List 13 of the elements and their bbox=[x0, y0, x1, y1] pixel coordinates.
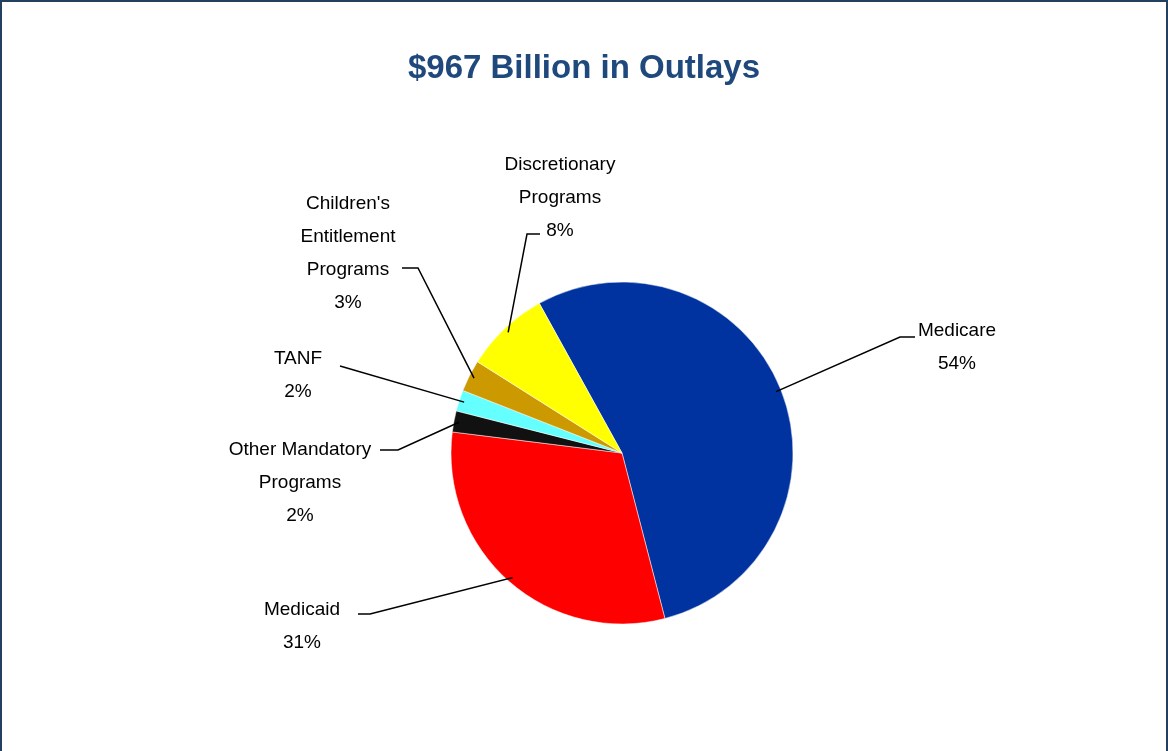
slice-label: Children's Entitlement Programs bbox=[300, 192, 397, 279]
data-label: 2% bbox=[284, 380, 312, 401]
chart-title: $967 Billion in Outlays bbox=[407, 48, 761, 85]
data-label: 2% bbox=[286, 504, 314, 525]
data-label: 3% bbox=[334, 291, 362, 312]
slice-label: Medicaid bbox=[263, 598, 341, 619]
slice-label: Discretionary Programs bbox=[504, 153, 616, 207]
slice-label: Medicare bbox=[917, 319, 997, 340]
data-label: 8% bbox=[546, 219, 574, 240]
slice-label: TANF bbox=[273, 347, 323, 368]
slice-label: Other Mandatory Programs bbox=[228, 438, 372, 492]
data-label: 54% bbox=[937, 352, 977, 373]
data-label: 31% bbox=[282, 631, 322, 652]
